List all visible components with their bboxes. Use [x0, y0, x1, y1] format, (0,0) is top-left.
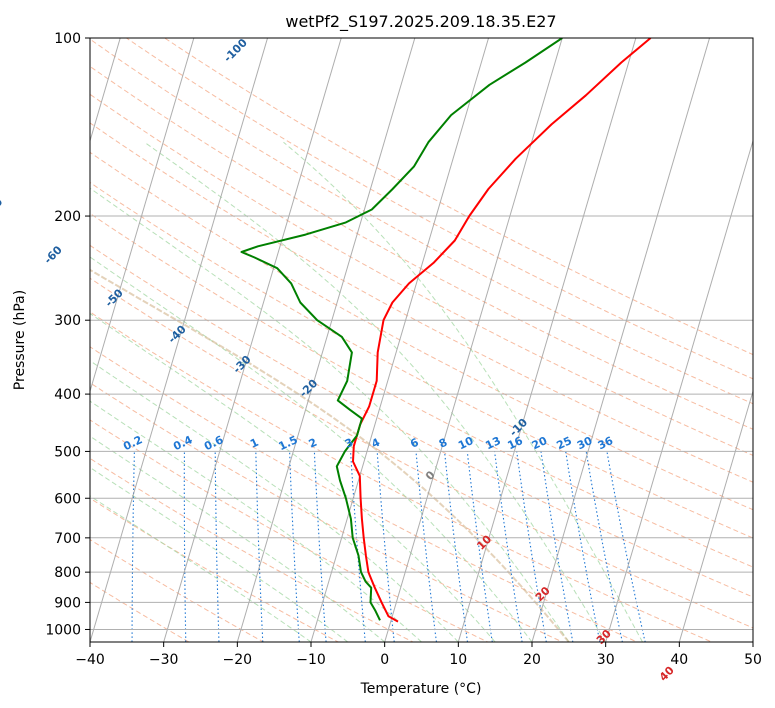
x-axis-title: Temperature (°C) [360, 681, 482, 697]
dry-adiabat [90, 181, 753, 539]
isotherm [90, 38, 121, 143]
mixing-ratio-label: 10 [456, 434, 476, 452]
x-tick-label: 10 [449, 652, 467, 668]
x-tick-label: −10 [296, 652, 326, 668]
x-axis: −40 −30 −20 −10 0 10 20 30 40 50 [75, 642, 762, 668]
y-tick-label: 1000 [45, 623, 81, 639]
y-tick-label: 800 [54, 565, 81, 581]
isotherm [163, 38, 342, 642]
mixing-ratio-label: 13 [483, 434, 502, 452]
isotherm [531, 38, 711, 642]
y-tick-label: 400 [54, 387, 81, 403]
x-tick-label: 50 [744, 652, 762, 668]
x-tick-label: −30 [149, 652, 179, 668]
y-axis-title: Pressure (hPa) [12, 290, 28, 390]
y-tick-label: 500 [54, 444, 81, 460]
x-tick-label: 20 [523, 652, 541, 668]
grid-lines [90, 38, 753, 642]
dry-adiabat [90, 244, 753, 598]
isotherm [384, 38, 563, 642]
y-tick-label: 300 [54, 313, 81, 329]
parcel-curve [90, 268, 570, 642]
x-tick-label: 30 [597, 652, 615, 668]
isotherm [310, 38, 490, 642]
isotherm [457, 38, 637, 642]
dry-adiabat [90, 277, 753, 629]
sounding-series [240, 38, 652, 623]
x-tick-label: −40 [75, 652, 105, 668]
mixing-ratio-label: 20 [530, 434, 550, 452]
dry-adiabat [90, 311, 713, 642]
dry-adiabat [90, 581, 190, 642]
mixing-ratio-label: 16 [506, 434, 526, 452]
mixing-ratio-label: 25 [555, 434, 574, 452]
isotherm-label: -70 [0, 195, 5, 218]
dry-adiabat [90, 382, 564, 642]
temperature-profile [352, 38, 652, 623]
mixing-ratio-label: 36 [596, 434, 616, 452]
plot-frame [89, 37, 754, 643]
isotherm [678, 389, 753, 642]
chart-title: wetPf2_S197.2025.209.18.35.E27 [285, 12, 556, 32]
dry-adiabat [90, 419, 489, 642]
dewpoint-profile [240, 38, 563, 621]
isotherm [236, 38, 416, 642]
x-tick-label: 0 [380, 652, 389, 668]
y-tick-label: 600 [54, 491, 81, 507]
y-tick-label: 100 [54, 31, 81, 47]
isotherm [90, 38, 195, 394]
y-tick-label: 900 [54, 595, 81, 611]
y-axis: 100 200 300 400 500 600 700 800 900 1000 [45, 31, 90, 639]
dry-adiabat [90, 497, 340, 642]
y-tick-label: 700 [54, 531, 81, 547]
isotherm [605, 139, 753, 642]
mixing-ratio-label: 30 [575, 434, 595, 452]
isotherm [90, 38, 269, 642]
x-tick-label: 40 [670, 652, 688, 668]
y-tick-label: 200 [54, 209, 81, 225]
x-tick-label: −20 [223, 652, 253, 668]
